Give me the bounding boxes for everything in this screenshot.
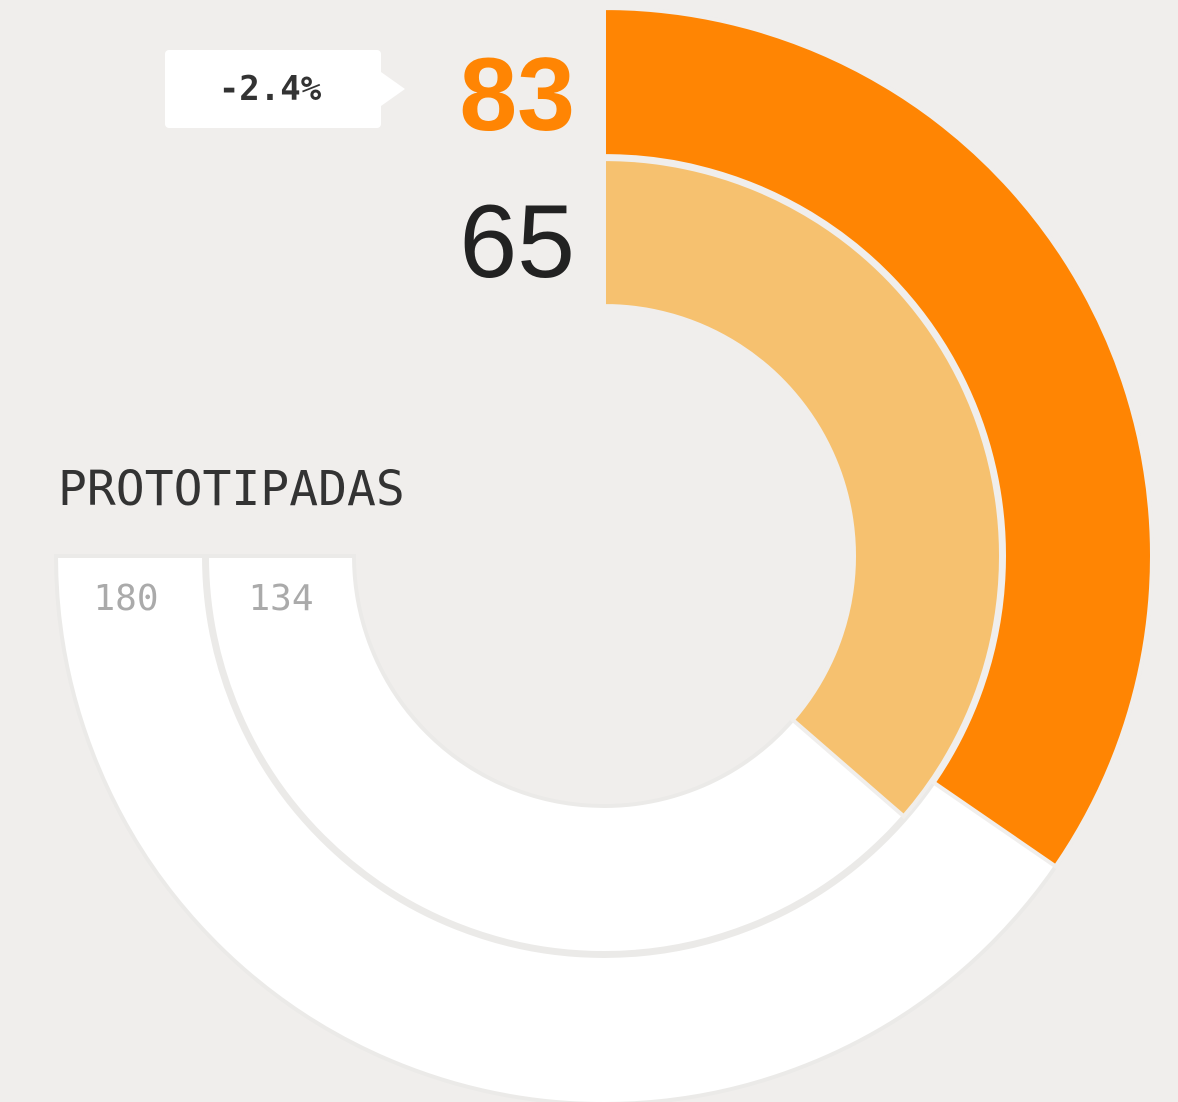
ring-bar — [602, 5, 1154, 870]
badge — [165, 50, 381, 128]
outer-total: 180 — [93, 578, 158, 619]
inner-value: 65 — [459, 184, 575, 300]
outer-value: 83 — [459, 37, 575, 153]
ring-bar — [602, 156, 1003, 820]
badge-pointer — [381, 72, 405, 106]
inner-total: 134 — [248, 578, 313, 619]
change-badge: -2.4% — [219, 69, 322, 109]
chart-title: PROTOTIPADAS — [58, 461, 405, 517]
rings — [53, 5, 1154, 1102]
